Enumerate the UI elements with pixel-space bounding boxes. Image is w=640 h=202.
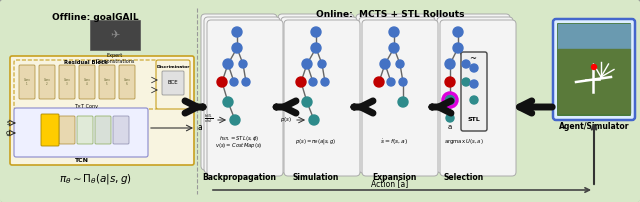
FancyBboxPatch shape	[59, 65, 75, 99]
Circle shape	[470, 64, 478, 72]
Circle shape	[309, 78, 317, 86]
Text: $\dot{s}=f(s,a)$: $\dot{s}=f(s,a)$	[380, 137, 408, 146]
FancyBboxPatch shape	[113, 116, 129, 144]
Bar	[558, 49, 630, 113]
Circle shape	[239, 60, 247, 68]
Text: STL: STL	[468, 117, 481, 122]
Text: $v(s)=CostMap(s)$: $v(s)=CostMap(s)$	[215, 141, 263, 150]
FancyBboxPatch shape	[14, 60, 158, 109]
FancyBboxPatch shape	[207, 20, 283, 176]
Text: $\frac{h_{STL}}{v(s)}$: $\frac{h_{STL}}{v(s)}$	[204, 112, 213, 124]
Text: $h_{STL}=STL(s,\phi)$: $h_{STL}=STL(s,\phi)$	[219, 134, 259, 143]
Circle shape	[591, 64, 596, 69]
Text: Conv
3: Conv 3	[63, 78, 70, 86]
FancyBboxPatch shape	[156, 60, 190, 109]
Circle shape	[396, 60, 404, 68]
FancyBboxPatch shape	[557, 23, 631, 116]
Circle shape	[296, 77, 306, 87]
Circle shape	[470, 96, 478, 104]
Circle shape	[462, 78, 470, 86]
FancyBboxPatch shape	[284, 20, 360, 176]
Circle shape	[232, 27, 242, 37]
FancyBboxPatch shape	[79, 65, 95, 99]
Circle shape	[230, 115, 240, 125]
Text: Offline: goalGAIL: Offline: goalGAIL	[52, 13, 138, 22]
Circle shape	[318, 60, 326, 68]
FancyBboxPatch shape	[59, 116, 75, 144]
Text: s: s	[6, 120, 10, 126]
FancyBboxPatch shape	[359, 17, 435, 173]
Text: $p(s)=\pi_\theta(a|s,g)$: $p(s)=\pi_\theta(a|s,g)$	[295, 137, 337, 146]
Text: Agent/Simulator: Agent/Simulator	[559, 122, 629, 131]
FancyBboxPatch shape	[281, 17, 357, 173]
Circle shape	[387, 78, 395, 86]
Text: TCN: TCN	[74, 158, 88, 163]
Circle shape	[309, 115, 319, 125]
FancyBboxPatch shape	[99, 65, 115, 99]
Circle shape	[399, 78, 407, 86]
Text: a: a	[198, 123, 203, 133]
FancyBboxPatch shape	[90, 20, 140, 50]
FancyBboxPatch shape	[278, 14, 354, 170]
FancyBboxPatch shape	[19, 65, 35, 99]
FancyBboxPatch shape	[41, 114, 59, 146]
FancyBboxPatch shape	[362, 20, 438, 176]
Circle shape	[374, 77, 384, 87]
Circle shape	[389, 27, 399, 37]
Text: ✈: ✈	[110, 30, 120, 40]
Circle shape	[453, 27, 463, 37]
Circle shape	[223, 97, 233, 107]
FancyBboxPatch shape	[77, 116, 93, 144]
Circle shape	[445, 59, 455, 69]
Circle shape	[242, 78, 250, 86]
Circle shape	[311, 43, 321, 53]
Text: Expansion: Expansion	[372, 173, 416, 182]
FancyBboxPatch shape	[440, 20, 516, 176]
Text: Backpropagation: Backpropagation	[202, 173, 276, 182]
FancyBboxPatch shape	[434, 14, 510, 170]
Text: Residual Block: Residual Block	[64, 60, 108, 65]
FancyBboxPatch shape	[14, 108, 148, 157]
Circle shape	[446, 114, 454, 122]
Text: Selection: Selection	[444, 173, 484, 182]
Circle shape	[462, 60, 470, 68]
Bar	[558, 24, 630, 49]
Text: Expert
Demonstrations: Expert Demonstrations	[95, 53, 134, 64]
Circle shape	[445, 95, 455, 105]
Text: a: a	[448, 124, 452, 130]
Text: Conv
2: Conv 2	[44, 78, 51, 86]
Text: Online:  MCTS + STL Rollouts: Online: MCTS + STL Rollouts	[316, 10, 464, 19]
Circle shape	[380, 59, 390, 69]
FancyBboxPatch shape	[95, 116, 111, 144]
Text: T×T Conv: T×T Conv	[74, 104, 98, 109]
Text: Simulation: Simulation	[293, 173, 339, 182]
Circle shape	[302, 59, 312, 69]
Text: $\mathrm{argmax}\;U(s,a)$: $\mathrm{argmax}\;U(s,a)$	[444, 137, 484, 146]
Text: g: g	[6, 130, 10, 136]
Circle shape	[302, 97, 312, 107]
Circle shape	[453, 43, 463, 53]
Text: Discriminator: Discriminator	[156, 65, 189, 69]
Circle shape	[311, 27, 321, 37]
FancyBboxPatch shape	[204, 17, 280, 173]
Text: $p(s)$: $p(s)$	[280, 116, 292, 124]
FancyBboxPatch shape	[461, 52, 487, 131]
FancyBboxPatch shape	[201, 14, 277, 170]
Text: Conv
4: Conv 4	[84, 78, 90, 86]
Circle shape	[321, 78, 329, 86]
Text: Action [a]: Action [a]	[371, 179, 408, 188]
FancyBboxPatch shape	[119, 65, 135, 99]
Circle shape	[232, 43, 242, 53]
Text: ~: ~	[469, 55, 476, 63]
Text: Conv
1: Conv 1	[24, 78, 31, 86]
Circle shape	[389, 43, 399, 53]
Circle shape	[445, 77, 455, 87]
Circle shape	[217, 77, 227, 87]
FancyBboxPatch shape	[356, 14, 432, 170]
FancyBboxPatch shape	[553, 19, 635, 120]
Text: $\pi_\theta \sim \Pi_\theta(a|s,g)$: $\pi_\theta \sim \Pi_\theta(a|s,g)$	[59, 172, 131, 186]
Circle shape	[398, 97, 408, 107]
FancyBboxPatch shape	[39, 65, 55, 99]
Text: BCE: BCE	[168, 81, 179, 85]
